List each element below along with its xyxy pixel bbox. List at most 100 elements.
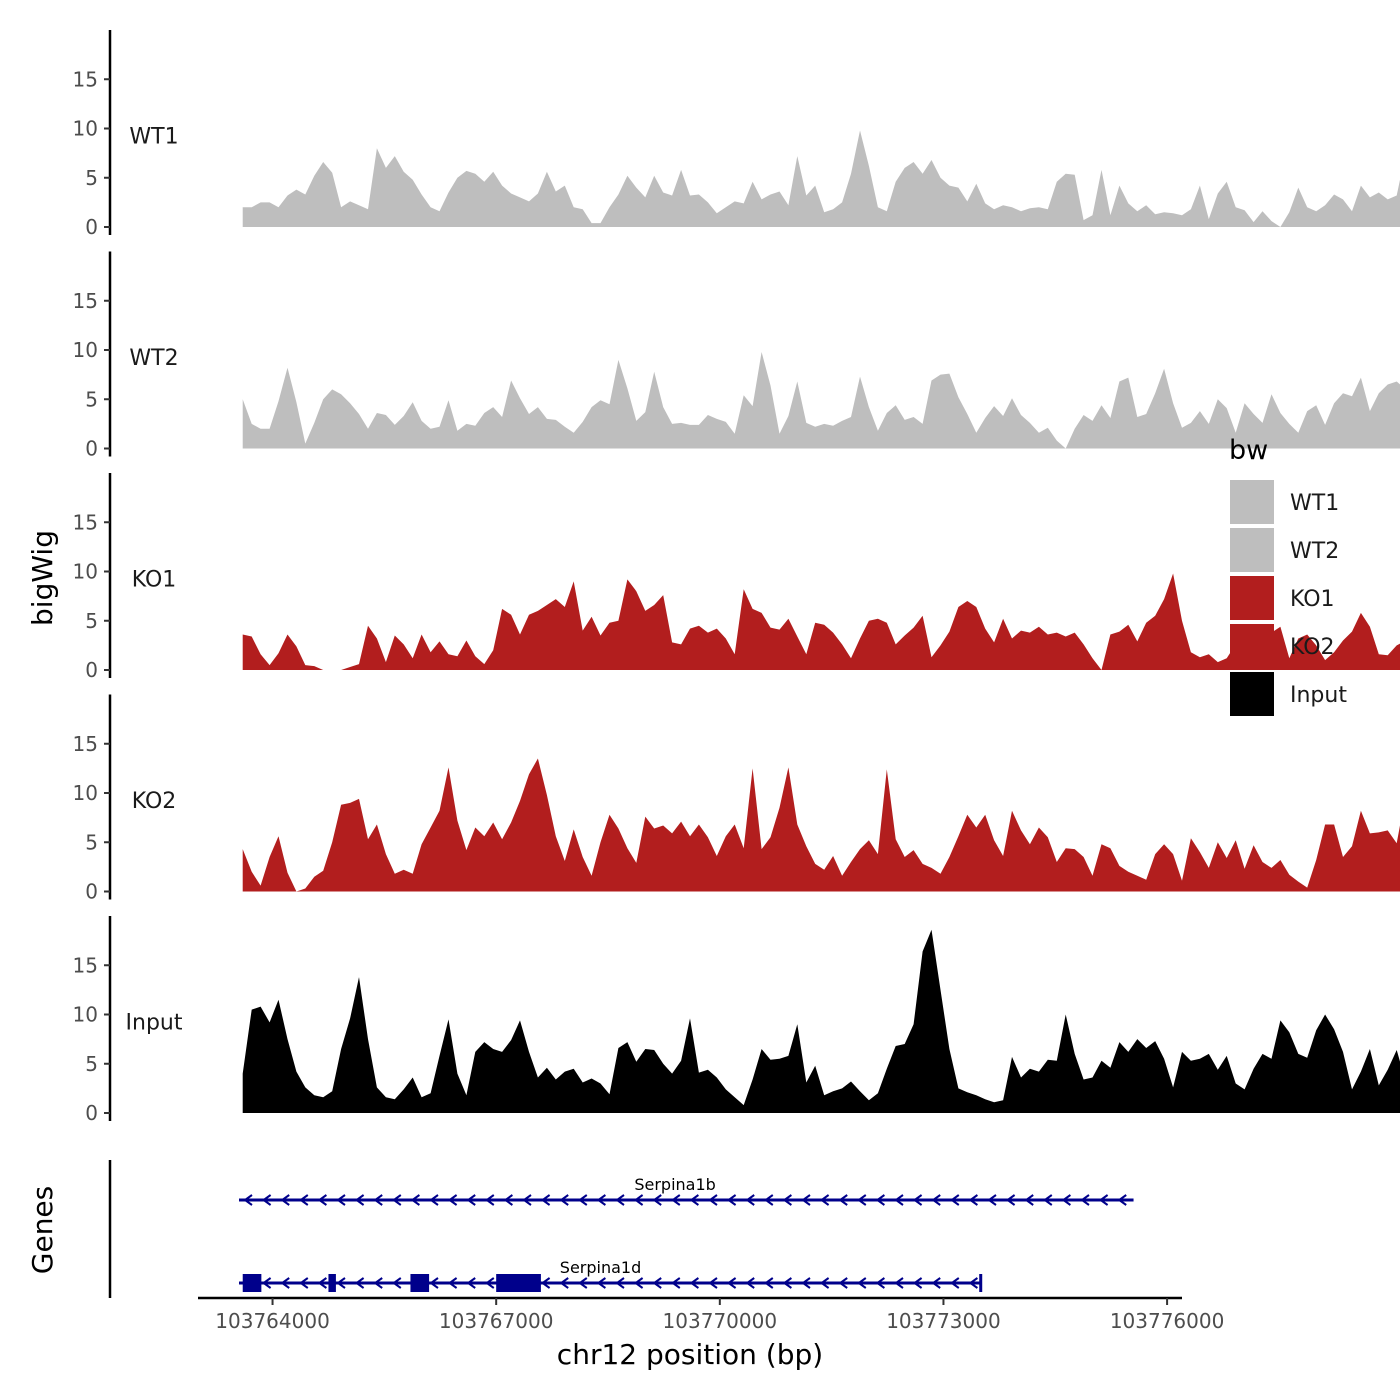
track-input: 0 5 10 15 Input xyxy=(73,916,1400,1125)
x-axis: 103764000 103767000 103770000 103773000 1037… xyxy=(198,1296,1224,1333)
gene-serpina1b: Serpina1b xyxy=(239,1175,1134,1206)
strand-arrow xyxy=(968,1277,978,1289)
gene-serpina1d: Serpina1d xyxy=(239,1258,983,1292)
strand-arrow xyxy=(596,1194,606,1206)
strand-arrow xyxy=(522,1194,532,1206)
strand-arrow xyxy=(336,1194,346,1206)
gene-label-serpina1b: Serpina1b xyxy=(634,1175,715,1194)
strand-arrow xyxy=(280,1277,290,1289)
y-tick-label: 10 xyxy=(73,1003,98,1027)
strand-arrow xyxy=(671,1194,681,1206)
x-tick-label: 103773000 xyxy=(886,1309,1001,1333)
strand-arrow xyxy=(819,1277,830,1289)
legend-key-ko1 xyxy=(1230,576,1274,620)
strand-arrow xyxy=(615,1194,625,1206)
strand-arrow xyxy=(764,1194,774,1206)
strand-arrow xyxy=(745,1194,755,1206)
strand-arrow xyxy=(987,1194,997,1206)
strand-arrow xyxy=(261,1194,272,1206)
strand-arrow xyxy=(857,1277,867,1289)
x-tick-label: 103767000 xyxy=(439,1309,554,1333)
strand-arrow xyxy=(1080,1194,1090,1206)
coverage-area-ko1 xyxy=(242,573,1400,670)
strand-arrow xyxy=(875,1194,885,1206)
strand-arrow xyxy=(354,1194,365,1206)
strand-arrow xyxy=(652,1194,662,1206)
y-tick-label: 0 xyxy=(85,880,98,904)
strand-arrow xyxy=(466,1277,476,1289)
strand-arrow xyxy=(540,1194,551,1206)
legend-label-wt2: WT2 xyxy=(1290,539,1339,564)
y-tick-label: 0 xyxy=(85,437,98,461)
coverage-area-ko2 xyxy=(242,758,1400,892)
coverage-area-wt1 xyxy=(242,130,1400,227)
strand-arrow xyxy=(931,1277,941,1289)
strand-arrow xyxy=(429,1194,439,1206)
strand-arrow xyxy=(708,1277,718,1289)
strand-arrow xyxy=(1005,1194,1016,1206)
strand-arrow xyxy=(485,1277,495,1289)
track-label-input: Input xyxy=(126,1011,183,1036)
y-tick-label: 10 xyxy=(73,117,98,141)
strand-arrow xyxy=(299,1277,309,1289)
strand-arrow xyxy=(875,1277,885,1289)
track-wt2: 0 5 10 15 WT2 xyxy=(73,251,1400,461)
coverage-tracks: 0 5 10 15 WT1 0 5 10 15 WT2 0 5 10 15 KO1 0 5 10 15 KO2 0 5 10… xyxy=(73,30,1400,1125)
strand-arrow xyxy=(559,1277,569,1289)
strand-arrow xyxy=(782,1277,792,1289)
coverage-area-wt2 xyxy=(242,352,1400,449)
y-tick-label: 0 xyxy=(85,215,98,239)
strand-arrow xyxy=(652,1277,662,1289)
genes-axis-title: Genes xyxy=(26,1186,59,1274)
strand-arrow xyxy=(578,1194,588,1206)
strand-arrow xyxy=(280,1194,290,1206)
legend-key-ko2 xyxy=(1230,624,1274,668)
y-tick-label: 10 xyxy=(73,338,98,362)
strand-arrow xyxy=(950,1277,960,1289)
y-tick-label: 15 xyxy=(73,67,98,91)
strand-arrow xyxy=(931,1194,941,1206)
y-tick-label: 0 xyxy=(85,658,98,682)
strand-arrow xyxy=(782,1194,792,1206)
strand-arrow xyxy=(857,1194,867,1206)
strand-arrow xyxy=(540,1277,551,1289)
y-tick-label: 0 xyxy=(85,1101,98,1125)
strand-arrow xyxy=(950,1194,960,1206)
strand-arrow xyxy=(466,1194,476,1206)
strand-arrow xyxy=(801,1277,811,1289)
exon-block xyxy=(242,1274,262,1292)
legend-label-ko1: KO1 xyxy=(1290,587,1335,612)
strand-arrow xyxy=(373,1277,383,1289)
strand-arrow xyxy=(726,1194,737,1206)
strand-arrow xyxy=(615,1277,625,1289)
strand-arrow xyxy=(317,1194,327,1206)
track-label-ko1: KO1 xyxy=(132,568,177,593)
strand-arrow xyxy=(894,1194,904,1206)
strand-arrow xyxy=(726,1277,737,1289)
strand-arrow xyxy=(410,1194,420,1206)
strand-arrow xyxy=(447,1194,458,1206)
y-tick-label: 5 xyxy=(85,609,98,633)
y-tick-label: 5 xyxy=(85,387,98,411)
y-tick-label: 5 xyxy=(85,1052,98,1076)
strand-arrow xyxy=(392,1194,402,1206)
gene-track: Serpina1b Serpina1d xyxy=(108,1160,1134,1298)
legend: bw WT1 WT2 KO1 KO2 Input xyxy=(1229,435,1347,716)
strand-arrow xyxy=(1024,1194,1034,1206)
strand-arrow xyxy=(429,1277,439,1289)
strand-arrow xyxy=(317,1277,327,1289)
strand-arrow xyxy=(485,1194,495,1206)
strand-arrow xyxy=(912,1277,923,1289)
y-axis-title: bigWig xyxy=(26,530,59,626)
strand-arrow xyxy=(912,1194,923,1206)
strand-arrow xyxy=(392,1277,402,1289)
strand-arrow xyxy=(1117,1194,1127,1206)
track-ko1: 0 5 10 15 KO1 xyxy=(73,473,1400,682)
strand-arrow xyxy=(559,1194,569,1206)
strand-arrow xyxy=(447,1277,458,1289)
strand-arrow xyxy=(894,1277,904,1289)
strand-arrow xyxy=(299,1194,309,1206)
legend-title: bw xyxy=(1229,435,1268,466)
y-tick-label: 5 xyxy=(85,166,98,190)
strand-arrow xyxy=(745,1277,755,1289)
